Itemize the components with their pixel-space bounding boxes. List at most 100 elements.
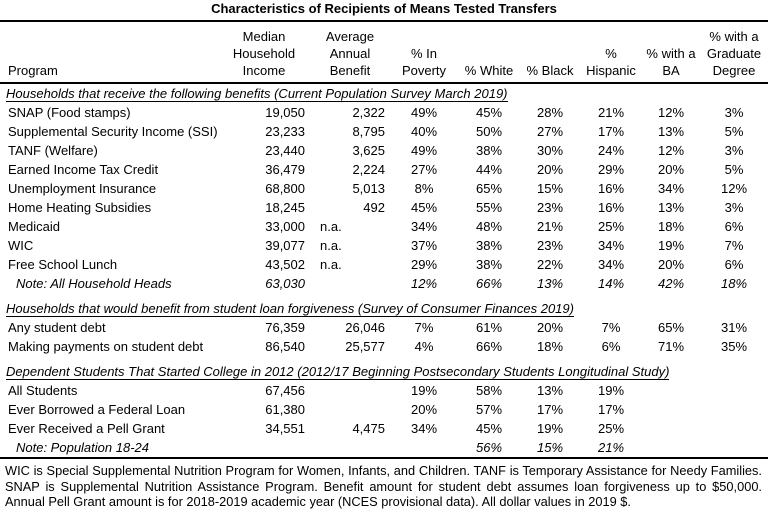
section-heading-row: Households that would benefit from stude… — [0, 299, 768, 318]
page-title: Characteristics of Recipients of Means T… — [0, 0, 768, 22]
cell-black: 20% — [536, 320, 564, 335]
cell-hispanic: 25% — [597, 219, 625, 234]
table-row: TANF (Welfare) 23,440 3,625 49% 38% 30% 24% 12%… — [0, 141, 768, 160]
cell-income: 19,050 — [265, 105, 305, 120]
cell-poverty: 34% — [410, 421, 438, 436]
cell-benefit: 4,475 — [352, 421, 385, 436]
cell-ba: 42% — [657, 276, 685, 291]
cell-poverty: 34% — [410, 219, 438, 234]
cell-grad: 5% — [724, 124, 744, 139]
table-row: All Students 67,456 19% 58% 13% 19% — [0, 381, 768, 400]
cell-hispanic: 14% — [597, 276, 625, 291]
cell-black: 28% — [536, 105, 564, 120]
cell-black: 15% — [536, 181, 564, 196]
cell-grad: 12% — [720, 181, 748, 196]
cell-hispanic: 21% — [597, 105, 625, 120]
section-heading: Dependent Students That Started College … — [6, 364, 670, 380]
cell-program: All Students — [8, 383, 78, 398]
cell-program: Ever Borrowed a Federal Loan — [8, 402, 186, 417]
cell-ba: 34% — [657, 181, 685, 196]
table-row: Making payments on student debt 86,540 25,… — [0, 337, 768, 356]
column-header-income: Median Household Income — [218, 22, 310, 84]
cell-hispanic: 6% — [601, 339, 621, 354]
table-row: Free School Lunch 43,502 n.a. 29% 38% 22% 34% 2… — [0, 255, 768, 274]
cell-benefit — [310, 400, 390, 419]
cell-benefit — [310, 274, 390, 293]
cell-program: Home Heating Subsidies — [8, 200, 152, 215]
table-row: SNAP (Food stamps) 19,050 2,322 49% 45% 28% 21… — [0, 103, 768, 122]
cell-benefit: n.a. — [320, 219, 342, 234]
cell-hispanic: 29% — [597, 162, 625, 177]
cell-grad: 6% — [724, 257, 744, 272]
cell-program: Ever Received a Pell Grant — [8, 421, 165, 436]
cell-white: 48% — [475, 219, 503, 234]
cell-poverty: 19% — [410, 383, 438, 398]
cell-hispanic: 34% — [597, 257, 625, 272]
section-heading: Households that receive the following be… — [6, 86, 508, 102]
cell-white: 58% — [475, 383, 503, 398]
table-row: Note: Population 18-24 56% 15% 21% — [0, 438, 768, 457]
cell-white: 66% — [475, 276, 503, 291]
cell-ba: 19% — [657, 238, 685, 253]
cell-grad: 35% — [720, 339, 748, 354]
column-header-grad: % with a Graduate Degree — [700, 22, 768, 84]
transfers-table: Program Median Household Income Average An… — [0, 22, 768, 457]
cell-hispanic: 21% — [597, 440, 625, 455]
cell-hispanic: 25% — [597, 421, 625, 436]
cell-black: 17% — [536, 402, 564, 417]
cell-program: Making payments on student debt — [8, 339, 204, 354]
cell-benefit: n.a. — [320, 257, 342, 272]
table-row: Supplemental Security Income (SSI) 23,233… — [0, 122, 768, 141]
table-row: Note: All Household Heads 63,030 12% 66% 13%… — [0, 274, 768, 293]
cell-grad: 7% — [724, 238, 744, 253]
cell-income: 43,502 — [265, 257, 305, 272]
cell-benefit: 2,322 — [352, 105, 385, 120]
cell-benefit: 25,577 — [345, 339, 385, 354]
column-header-benefit: Average Annual Benefit — [310, 22, 390, 84]
section-heading: Households that would benefit from stude… — [6, 301, 574, 317]
table-row: Medicaid 33,000 n.a. 34% 48% 21% 25% 18% 6% — [0, 217, 768, 236]
header-row: Program Median Household Income Average An… — [0, 22, 768, 84]
table-row: Ever Borrowed a Federal Loan 61,380 20% 57%… — [0, 400, 768, 419]
cell-program: Medicaid — [8, 219, 61, 234]
cell-black: 21% — [536, 219, 564, 234]
cell-white: 38% — [475, 257, 503, 272]
cell-white: 45% — [475, 105, 503, 120]
cell-black: 15% — [536, 440, 564, 455]
cell-white: 38% — [475, 143, 503, 158]
cell-poverty — [390, 438, 458, 457]
cell-poverty: 45% — [410, 200, 438, 215]
cell-benefit — [310, 381, 390, 400]
cell-benefit — [310, 438, 390, 457]
cell-grad — [700, 400, 768, 419]
cell-white: 61% — [475, 320, 503, 335]
cell-poverty: 4% — [414, 339, 434, 354]
cell-poverty: 27% — [410, 162, 438, 177]
cell-ba: 12% — [657, 105, 685, 120]
cell-income: 68,800 — [265, 181, 305, 196]
table-row: Any student debt 76,359 26,046 7% 61% 20% 7% 65… — [0, 318, 768, 337]
cell-program: Free School Lunch — [8, 257, 118, 272]
cell-grad — [700, 419, 768, 438]
cell-hispanic: 16% — [597, 181, 625, 196]
cell-income: 76,359 — [265, 320, 305, 335]
section-heading-row: Dependent Students That Started College … — [0, 362, 768, 381]
cell-benefit: 5,013 — [352, 181, 385, 196]
cell-black: 23% — [536, 200, 564, 215]
column-header-black: % Black — [520, 22, 580, 84]
cell-program: WIC — [8, 238, 34, 253]
cell-program: Unemployment Insurance — [8, 181, 157, 196]
cell-poverty: 12% — [410, 276, 438, 291]
cell-program: Any student debt — [8, 320, 106, 335]
cell-black: 13% — [536, 383, 564, 398]
cell-hispanic: 34% — [597, 238, 625, 253]
cell-income: 33,000 — [265, 219, 305, 234]
cell-ba — [642, 438, 700, 457]
cell-grad: 3% — [724, 143, 744, 158]
cell-ba: 13% — [657, 124, 685, 139]
cell-ba: 71% — [657, 339, 685, 354]
cell-ba: 20% — [657, 257, 685, 272]
cell-poverty: 20% — [410, 402, 438, 417]
cell-program: SNAP (Food stamps) — [8, 105, 131, 120]
